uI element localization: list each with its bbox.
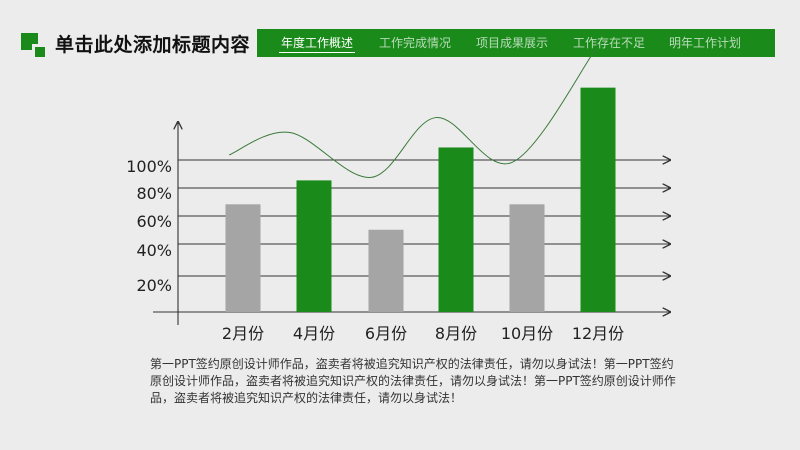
y-tick-label: 20% [136, 276, 172, 295]
y-tick-label: 80% [136, 184, 172, 203]
bar [509, 204, 545, 312]
nav-item-results[interactable]: 项目成果展示 [476, 36, 549, 50]
bar [368, 229, 404, 312]
page-title: 单击此处添加标题内容 [55, 34, 251, 56]
x-tick-label: 2月份 [222, 324, 264, 343]
nav-bar: 年度工作概述 工作完成情况 项目成果展示 工作存在不足 明年工作计划 [257, 29, 775, 57]
bar [225, 204, 261, 312]
x-tick-label: 10月份 [501, 324, 553, 343]
nav-item-completion[interactable]: 工作完成情况 [379, 36, 452, 50]
y-tick-label: 40% [136, 241, 172, 260]
bar [296, 180, 332, 312]
x-tick-label: 8月份 [435, 324, 477, 343]
x-tick-label: 6月份 [365, 324, 407, 343]
x-tick-label: 4月份 [293, 324, 335, 343]
bar [580, 87, 616, 312]
y-tick-label: 100% [126, 157, 172, 176]
bar [438, 147, 474, 312]
nav-item-overview[interactable]: 年度工作概述 [278, 29, 356, 57]
logo-icon [21, 33, 45, 57]
nav-item-shortcomings[interactable]: 工作存在不足 [573, 36, 646, 50]
nav-item-plan[interactable]: 明年工作计划 [669, 36, 742, 50]
y-tick-label: 60% [136, 212, 172, 231]
caption-text: 第一PPT签约原创设计师作品，盗卖者将被追究知识产权的法律责任，请勿以身试法！第… [150, 357, 676, 405]
trend-line [228, 49, 596, 178]
x-tick-label: 12月份 [572, 324, 624, 343]
